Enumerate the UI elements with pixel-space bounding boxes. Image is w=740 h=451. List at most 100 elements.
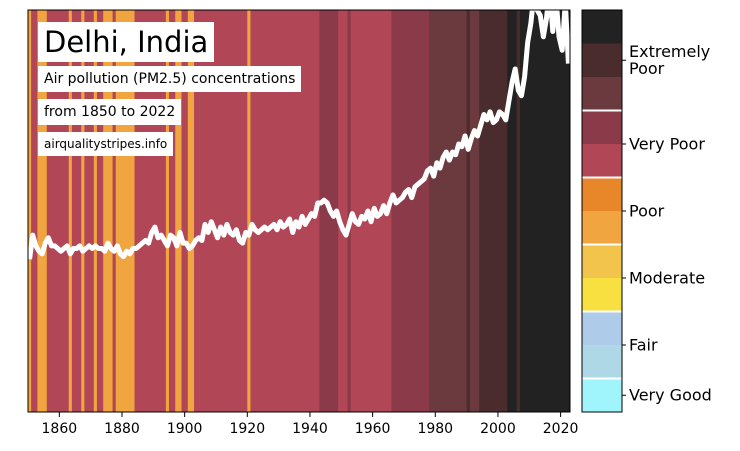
stripe bbox=[62, 10, 67, 412]
stripe bbox=[284, 10, 289, 412]
colorbar-segment bbox=[582, 244, 622, 279]
x-tick-label: 1880 bbox=[104, 421, 140, 437]
stripe bbox=[74, 10, 79, 412]
stripe bbox=[78, 10, 82, 412]
stripe bbox=[266, 10, 270, 412]
legend-label: Very Good bbox=[629, 385, 712, 405]
colorbar-frame bbox=[581, 9, 623, 413]
stripe bbox=[319, 10, 323, 412]
stripe bbox=[90, 10, 95, 412]
stripe bbox=[206, 10, 211, 412]
stripe bbox=[278, 10, 283, 412]
stripe bbox=[153, 10, 157, 412]
stripe bbox=[134, 10, 139, 412]
stripe bbox=[269, 10, 273, 412]
stripe bbox=[197, 10, 201, 412]
stripe bbox=[219, 10, 223, 412]
stripe bbox=[563, 10, 568, 412]
source-label: airqualitystripes.info bbox=[38, 132, 174, 156]
stripe bbox=[140, 10, 145, 412]
stripe bbox=[488, 10, 493, 412]
stripe bbox=[429, 10, 433, 412]
stripe bbox=[128, 10, 132, 412]
stripe bbox=[303, 10, 308, 412]
legend-label: Poor bbox=[629, 201, 665, 221]
legend-label: Extremely Poor bbox=[629, 42, 711, 79]
pollution-line bbox=[28, 10, 570, 260]
stripe bbox=[178, 10, 183, 412]
stripe bbox=[513, 10, 518, 412]
legend-label: Very Poor bbox=[629, 134, 705, 154]
x-axis: 1860 1880 1900 1920 1940 1960 1980 2000 2020 bbox=[42, 412, 579, 437]
stripe bbox=[65, 10, 70, 412]
stripe bbox=[156, 10, 161, 412]
stripe bbox=[447, 10, 452, 412]
stripe bbox=[344, 10, 349, 412]
stripe bbox=[228, 10, 233, 412]
stripe bbox=[150, 10, 154, 412]
colorbar-segment bbox=[582, 211, 622, 245]
stripe bbox=[300, 10, 305, 412]
stripe bbox=[190, 10, 195, 412]
stripe bbox=[165, 10, 170, 412]
stripe bbox=[397, 10, 402, 412]
stripe bbox=[275, 10, 280, 412]
colorbar-segment bbox=[582, 77, 622, 111]
stripe bbox=[535, 10, 540, 412]
stripe bbox=[49, 10, 54, 412]
x-tick-label: 1860 bbox=[42, 421, 78, 437]
stripe bbox=[162, 10, 167, 412]
colorbar-segment bbox=[582, 311, 622, 346]
stripe bbox=[353, 10, 358, 412]
stripe bbox=[241, 10, 245, 412]
colorbar-segment bbox=[582, 378, 622, 413]
stripe bbox=[391, 10, 396, 412]
stripe bbox=[450, 10, 455, 412]
stripe bbox=[184, 10, 189, 412]
stripe bbox=[231, 10, 236, 412]
stripe bbox=[309, 10, 314, 412]
stripe bbox=[560, 10, 565, 412]
stripe bbox=[491, 10, 496, 412]
stripe bbox=[215, 10, 220, 412]
chart-subtitle: from 1850 to 2022 bbox=[38, 99, 182, 125]
stripe bbox=[504, 10, 508, 412]
x-tick-label: 1920 bbox=[229, 421, 265, 437]
stripe bbox=[106, 10, 110, 412]
stripe bbox=[410, 10, 414, 412]
stripe bbox=[516, 10, 521, 412]
colorbar-segment bbox=[582, 110, 622, 145]
stripe bbox=[288, 10, 292, 412]
stripe bbox=[494, 10, 499, 412]
stripe bbox=[40, 10, 45, 412]
stripe bbox=[507, 10, 511, 412]
stripe bbox=[322, 10, 327, 412]
colorbar-segment bbox=[582, 144, 622, 178]
x-tick-label: 1900 bbox=[167, 421, 203, 437]
stripe bbox=[363, 10, 367, 412]
x-tick-label: 2020 bbox=[543, 421, 579, 437]
plot-frame bbox=[27, 9, 571, 413]
stripe bbox=[121, 10, 126, 412]
stripe bbox=[247, 10, 251, 412]
stripe bbox=[43, 10, 48, 412]
stripe bbox=[306, 10, 311, 412]
stripe bbox=[557, 10, 562, 412]
stripe bbox=[87, 10, 92, 412]
colorbar-segment bbox=[582, 177, 622, 212]
chart-subtitle: Air pollution (PM2.5) concentrations bbox=[38, 66, 302, 92]
stripe bbox=[407, 10, 411, 412]
stripe bbox=[501, 10, 505, 412]
stripe bbox=[291, 10, 295, 412]
stripe bbox=[551, 10, 555, 412]
stripe bbox=[109, 10, 114, 412]
stripe bbox=[356, 10, 361, 412]
stripe bbox=[59, 10, 63, 412]
stripe bbox=[194, 10, 198, 412]
x-tick-label: 1940 bbox=[292, 421, 328, 437]
stripe bbox=[469, 10, 474, 412]
stripe bbox=[457, 10, 461, 412]
stripe bbox=[115, 10, 120, 412]
stripe bbox=[510, 10, 515, 412]
stripe bbox=[519, 10, 524, 412]
